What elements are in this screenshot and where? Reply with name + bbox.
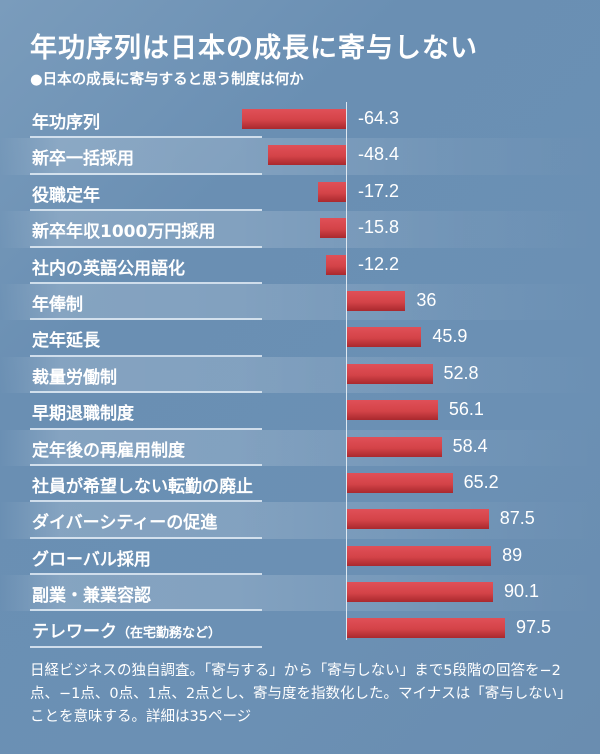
value-label: 36 [416, 289, 437, 310]
table-row: 年俸制 36 [0, 283, 600, 321]
table-row: 新卒一括採用 -48.4 [0, 138, 600, 175]
bar-label: 副業・兼業容認 [32, 581, 151, 606]
bar-rows: 年功序列 -64.3 新卒一括採用 -48.4 役職定年 -17.2 新卒年収1000万円採… [0, 102, 600, 648]
bar-label-text: テレワーク [32, 622, 117, 643]
value-label: 87.5 [499, 508, 535, 529]
row-divider [30, 536, 262, 539]
bar [320, 218, 346, 239]
bar-label-text: 裁量労働制 [32, 367, 117, 388]
bar [347, 618, 505, 639]
table-row: 社内の英語公用語化 -12.2 [0, 248, 600, 284]
table-row: ダイバーシティーの促進 87.5 [0, 502, 600, 539]
bar-label: ダイバーシティーの促進 [32, 508, 217, 533]
bar-label-text: 新卒年収1000万円採用 [32, 222, 216, 243]
bar-label: 年功序列 [32, 108, 100, 133]
bar-label: グローバル採用 [32, 545, 151, 570]
bar-label: 新卒年収1000万円採用 [32, 217, 215, 242]
table-row: 社員が希望しない転勤の廃止 65.2 [0, 466, 600, 503]
row-divider [30, 609, 262, 612]
bar-label: 新卒一括採用 [32, 144, 134, 169]
row-divider [30, 245, 262, 248]
value-label: 45.9 [432, 326, 468, 347]
bar [318, 181, 346, 202]
value-label: -15.8 [358, 217, 400, 238]
value-label: -12.2 [358, 253, 400, 274]
bar [326, 254, 346, 275]
bar-label: テレワーク（在宅勤務など） [32, 617, 221, 642]
row-divider [30, 391, 262, 394]
bar [347, 290, 406, 311]
bar-label: 裁量労働制 [32, 363, 117, 388]
table-row: テレワーク（在宅勤務など） 97.5 [0, 611, 600, 648]
bar [347, 545, 492, 566]
row-divider [30, 500, 262, 503]
row-divider [30, 172, 262, 175]
bar-label-text: 早期退職制度 [32, 404, 134, 425]
value-label: 90.1 [503, 581, 539, 602]
bar-label: 役職定年 [32, 181, 100, 206]
table-row: 役職定年 -17.2 [0, 175, 600, 212]
bar [347, 436, 442, 457]
row-divider [30, 281, 262, 284]
bar-label: 社員が希望しない転勤の廃止 [32, 472, 253, 497]
bar [347, 363, 433, 384]
table-row: 新卒年収1000万円採用 -15.8 [0, 211, 600, 248]
row-divider [30, 209, 262, 212]
bar-label: 定年延長 [32, 326, 100, 351]
table-row: グローバル採用 89 [0, 539, 600, 576]
bar-label-text: 役職定年 [32, 185, 100, 206]
bar-label-text: 社内の英語公用語化 [32, 258, 185, 279]
row-divider [30, 354, 262, 357]
table-row: 年功序列 -64.3 [0, 102, 600, 139]
row-divider [30, 645, 262, 648]
footnote: 日経ビジネスの独自調査。「寄与する」から「寄与しない」まで5段階の回答を−2点、… [30, 663, 572, 725]
bar-label-suffix: （在宅勤務など） [117, 626, 222, 642]
value-label: 56.1 [448, 399, 484, 420]
value-label: 97.5 [515, 617, 551, 638]
table-row: 裁量労働制 52.8 [0, 356, 600, 394]
bar [347, 327, 422, 348]
bar-label-text: 新卒一括採用 [32, 149, 134, 170]
value-label: -48.4 [358, 144, 400, 165]
value-label: 52.8 [443, 362, 479, 383]
bar [347, 509, 489, 530]
bar-label-text: 年俸制 [32, 294, 83, 315]
table-row: 早期退職制度 56.1 [0, 393, 600, 430]
bar-label-text: 社員が希望しない転勤の廃止 [32, 476, 253, 497]
bar-label: 社内の英語公用語化 [32, 254, 185, 279]
row-divider [30, 136, 262, 139]
zero-axis [346, 102, 347, 640]
bar-label-text: 定年後の再雇用制度 [32, 440, 185, 461]
bar-label-text: 年功序列 [32, 113, 100, 133]
bar-label-text: 定年延長 [32, 331, 100, 352]
bar [347, 582, 493, 603]
bar [347, 472, 453, 493]
bar [347, 400, 438, 421]
row-divider [30, 463, 262, 466]
bar [241, 109, 346, 129]
value-label: -64.3 [358, 108, 400, 128]
bar [267, 145, 346, 166]
table-row: 副業・兼業容認 90.1 [0, 575, 600, 612]
bar-label: 年俸制 [32, 290, 83, 315]
row-divider [30, 573, 262, 576]
value-label: 58.4 [452, 435, 488, 456]
value-label: -17.2 [358, 180, 400, 201]
value-label: 89 [502, 544, 523, 565]
row-divider [30, 318, 262, 321]
chart-title: 年功序列は日本の成長に寄与しない [30, 33, 478, 64]
bar-label-text: ダイバーシティーの促進 [32, 513, 218, 534]
bar-label-text: 副業・兼業容認 [32, 586, 151, 607]
value-label: 65.2 [463, 471, 499, 492]
table-row: 定年後の再雇用制度 58.4 [0, 429, 600, 466]
bar-label-text: グローバル採用 [32, 549, 151, 570]
table-row: 定年延長 45.9 [0, 320, 600, 357]
bar-label: 早期退職制度 [32, 399, 134, 424]
chart-subtitle: ●日本の成長に寄与すると思う制度は何か [30, 72, 304, 88]
row-divider [30, 427, 262, 430]
bar-label: 定年後の再雇用制度 [32, 436, 185, 461]
